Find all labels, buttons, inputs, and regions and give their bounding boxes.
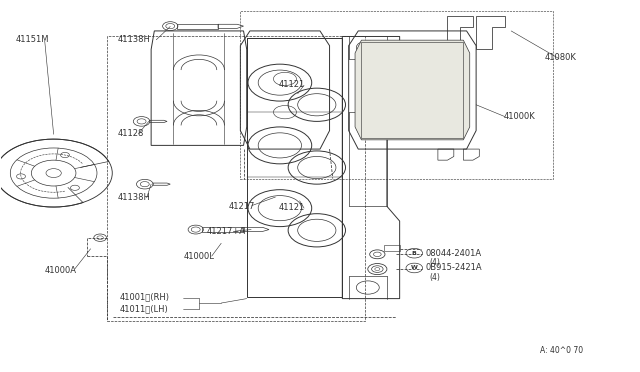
Circle shape [406, 263, 422, 273]
Text: 41000K: 41000K [504, 112, 535, 121]
Text: 41138H: 41138H [118, 35, 151, 44]
Bar [241, 11, 552, 179]
Text: 41217+A: 41217+A [207, 227, 246, 236]
Text: A: 40^0 70: A: 40^0 70 [540, 346, 583, 355]
Text: 41138H: 41138H [118, 193, 151, 202]
Text: 08044-2401A: 08044-2401A [425, 249, 481, 258]
Text: W: W [411, 266, 418, 270]
Text: 41128: 41128 [118, 129, 145, 138]
Text: 41151M: 41151M [15, 35, 49, 44]
Text: 41000A: 41000A [45, 266, 77, 275]
Text: 41000L: 41000L [184, 252, 214, 262]
Text: 41001　(RH): 41001 (RH) [120, 292, 170, 301]
Text: 41121: 41121 [278, 80, 305, 89]
Bar [106, 36, 365, 321]
Text: 0B915-2421A: 0B915-2421A [425, 263, 482, 272]
Text: 41217: 41217 [228, 202, 255, 211]
Polygon shape [355, 40, 470, 140]
Text: B: B [412, 251, 417, 256]
Text: 41011　(LH): 41011 (LH) [120, 304, 169, 313]
Text: (4): (4) [429, 258, 440, 267]
Text: 41121: 41121 [278, 203, 305, 212]
Text: (4): (4) [429, 273, 440, 282]
Circle shape [406, 248, 422, 258]
Text: 41080K: 41080K [544, 53, 576, 62]
